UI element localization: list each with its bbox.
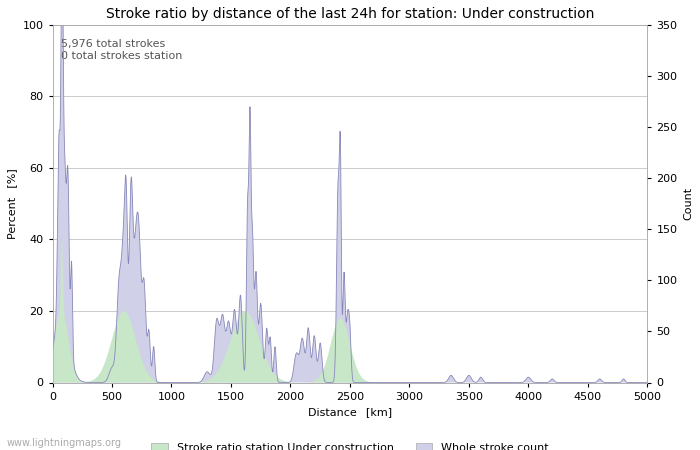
Title: Stroke ratio by distance of the last 24h for station: Under construction: Stroke ratio by distance of the last 24h… (106, 7, 594, 21)
Text: 5,976 total strokes
0 total strokes station: 5,976 total strokes 0 total strokes stat… (62, 39, 183, 61)
Legend: Stroke ratio station Under construction, Whole stroke count: Stroke ratio station Under construction,… (146, 438, 554, 450)
Y-axis label: Count: Count (683, 187, 693, 220)
Text: www.lightningmaps.org: www.lightningmaps.org (7, 438, 122, 448)
Y-axis label: Percent  [%]: Percent [%] (7, 168, 17, 239)
X-axis label: Distance  [km]: Distance [km] (308, 407, 392, 417)
